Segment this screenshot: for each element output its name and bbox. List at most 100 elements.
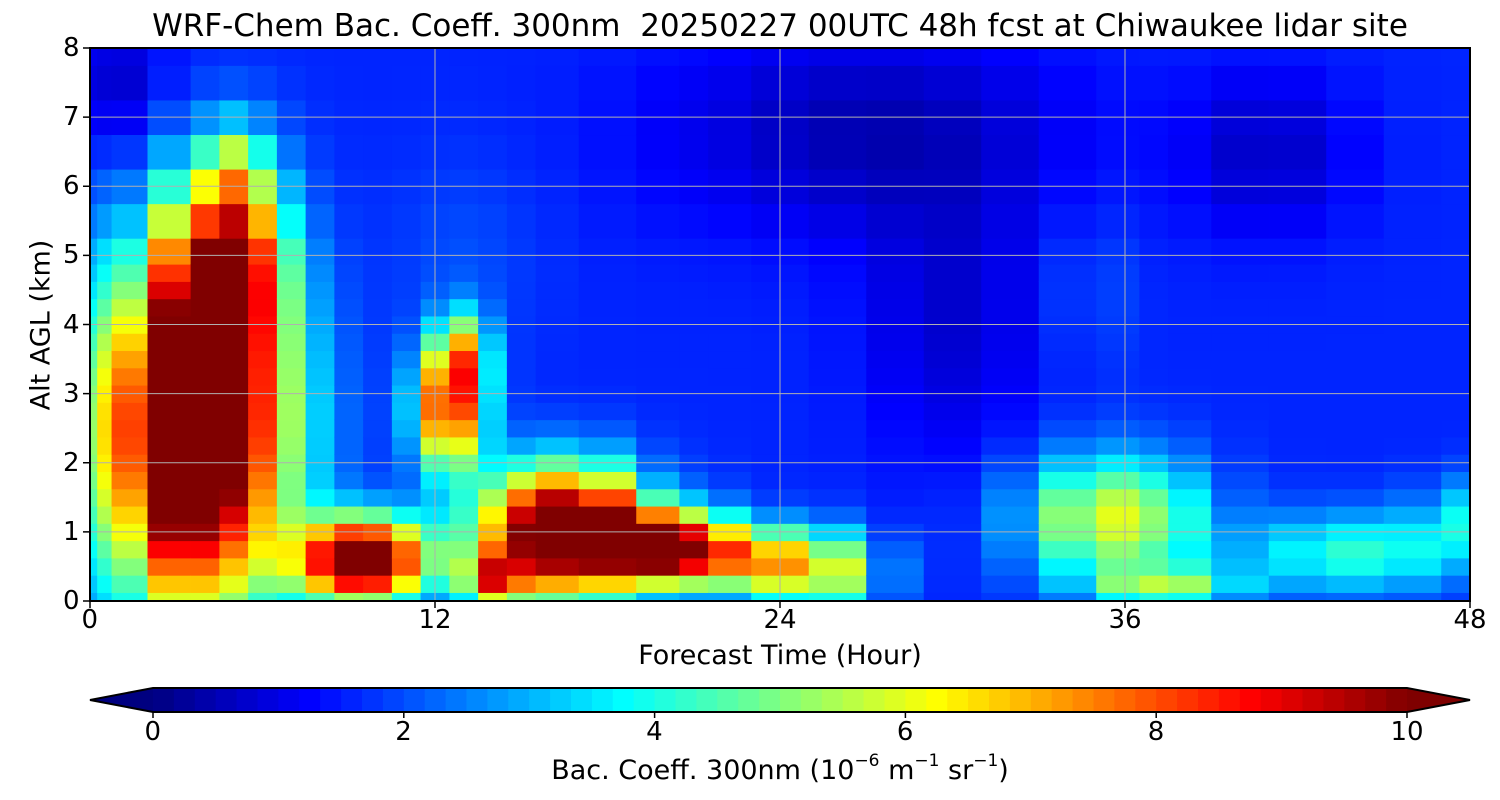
heatmap-cell bbox=[248, 592, 278, 601]
heatmap-cell bbox=[1038, 65, 1097, 101]
heatmap-cell bbox=[1211, 557, 1270, 576]
colorbar-segment bbox=[1365, 688, 1387, 712]
heatmap-cell bbox=[1096, 557, 1140, 576]
heatmap-cell bbox=[1038, 203, 1097, 239]
heatmap-cell bbox=[1139, 264, 1169, 282]
colorbar-segment bbox=[884, 688, 906, 712]
heatmap-cell bbox=[90, 557, 98, 576]
heatmap-cell bbox=[578, 402, 637, 421]
heatmap-cell bbox=[981, 298, 1040, 317]
heatmap-cell bbox=[1268, 575, 1327, 593]
heatmap-cell bbox=[981, 540, 1040, 559]
heatmap-cell bbox=[1139, 540, 1169, 559]
heatmap-cell bbox=[449, 592, 479, 601]
heatmap-cell bbox=[363, 471, 393, 490]
heatmap-cell bbox=[1168, 134, 1212, 170]
heatmap-cell bbox=[97, 471, 113, 490]
heatmap-cell bbox=[1441, 333, 1470, 352]
heatmap-cell bbox=[535, 488, 580, 507]
heatmap-cell bbox=[1211, 203, 1270, 239]
heatmap-cell bbox=[1441, 238, 1470, 265]
heatmap-cell bbox=[636, 65, 680, 101]
heatmap-cell bbox=[190, 350, 220, 369]
heatmap-cell bbox=[708, 557, 752, 576]
heatmap-cell bbox=[1168, 367, 1212, 386]
heatmap-cell bbox=[219, 238, 249, 265]
heatmap-cell bbox=[219, 471, 249, 490]
heatmap-cell bbox=[219, 592, 249, 601]
heatmap-cell bbox=[391, 238, 422, 265]
heatmap-cell bbox=[1326, 264, 1385, 282]
heatmap-cell bbox=[981, 592, 1040, 601]
heatmap-cell bbox=[535, 367, 580, 386]
heatmap-cell bbox=[636, 333, 680, 352]
heatmap-cell bbox=[679, 436, 709, 455]
colorbar bbox=[89, 687, 1471, 718]
heatmap-cell bbox=[1139, 333, 1169, 352]
heatmap-cell bbox=[391, 134, 422, 170]
heatmap-cell bbox=[111, 575, 149, 593]
heatmap-cell bbox=[578, 505, 637, 524]
heatmap-cell bbox=[147, 505, 192, 524]
heatmap-cell bbox=[866, 281, 925, 300]
heatmap-cell bbox=[535, 592, 580, 601]
heatmap-cell bbox=[147, 350, 192, 369]
colorbar-segment bbox=[863, 688, 885, 712]
colorbar-segment bbox=[445, 688, 467, 712]
heatmap-cell bbox=[1441, 419, 1470, 438]
heatmap-cell bbox=[506, 436, 537, 455]
heatmap-cell bbox=[1383, 281, 1442, 300]
heatmap-cell bbox=[1168, 557, 1212, 576]
heatmap-cell bbox=[391, 298, 422, 317]
heatmap-cell bbox=[276, 471, 307, 490]
heatmap-cell bbox=[1139, 65, 1169, 101]
heatmap-cell bbox=[305, 48, 335, 66]
heatmap-cell bbox=[808, 575, 867, 593]
colorbar-segment bbox=[550, 688, 572, 712]
colorbar-segment bbox=[403, 688, 426, 712]
heatmap-cell bbox=[147, 333, 192, 352]
heatmap-field bbox=[90, 48, 1470, 601]
heatmap-cell bbox=[1441, 557, 1470, 576]
heatmap-cell bbox=[506, 238, 537, 265]
heatmap-cell bbox=[1326, 238, 1385, 265]
heatmap-cell bbox=[363, 48, 393, 66]
heatmap-cell bbox=[1268, 402, 1327, 421]
heatmap-cell bbox=[1139, 592, 1169, 601]
heatmap-cell bbox=[981, 350, 1040, 369]
heatmap-cell bbox=[1139, 471, 1169, 490]
colorbar-segment bbox=[1281, 688, 1303, 712]
heatmap-cell bbox=[90, 203, 98, 239]
heatmap-cell bbox=[363, 419, 393, 438]
heatmap-cell bbox=[808, 540, 867, 559]
heatmap-cell bbox=[334, 350, 364, 369]
colorbar-segment bbox=[759, 688, 781, 712]
heatmap-cell bbox=[305, 281, 335, 300]
colorbar-segment bbox=[529, 688, 551, 712]
colorbar-segment bbox=[341, 688, 363, 712]
heatmap-cell bbox=[90, 281, 98, 300]
heatmap-cell bbox=[111, 203, 149, 239]
heatmap-cell bbox=[363, 402, 393, 421]
heatmap-cell bbox=[808, 298, 867, 317]
heatmap-cell bbox=[1168, 350, 1212, 369]
heatmap-cell bbox=[808, 488, 867, 507]
heatmap-cell bbox=[1383, 488, 1442, 507]
chart-title: WRF-Chem Bac. Coeff. 300nm 20250227 00UT… bbox=[152, 8, 1408, 44]
heatmap-cell bbox=[506, 540, 537, 559]
heatmap-cell bbox=[478, 367, 508, 386]
heatmap-cell bbox=[391, 48, 422, 66]
heatmap-cell bbox=[808, 238, 867, 265]
heatmap-cell bbox=[1326, 419, 1385, 438]
heatmap-cell bbox=[981, 419, 1040, 438]
heatmap-cell bbox=[190, 575, 220, 593]
heatmap-cell bbox=[708, 281, 752, 300]
heatmap-cell bbox=[391, 419, 422, 438]
colorbar-segment bbox=[780, 688, 802, 712]
heatmap-cell bbox=[449, 402, 479, 421]
heatmap-cell bbox=[334, 203, 364, 239]
heatmap-cell bbox=[636, 436, 680, 455]
heatmap-cell bbox=[1326, 298, 1385, 317]
colorbar-segment bbox=[278, 688, 300, 712]
heatmap-cell bbox=[679, 592, 709, 601]
